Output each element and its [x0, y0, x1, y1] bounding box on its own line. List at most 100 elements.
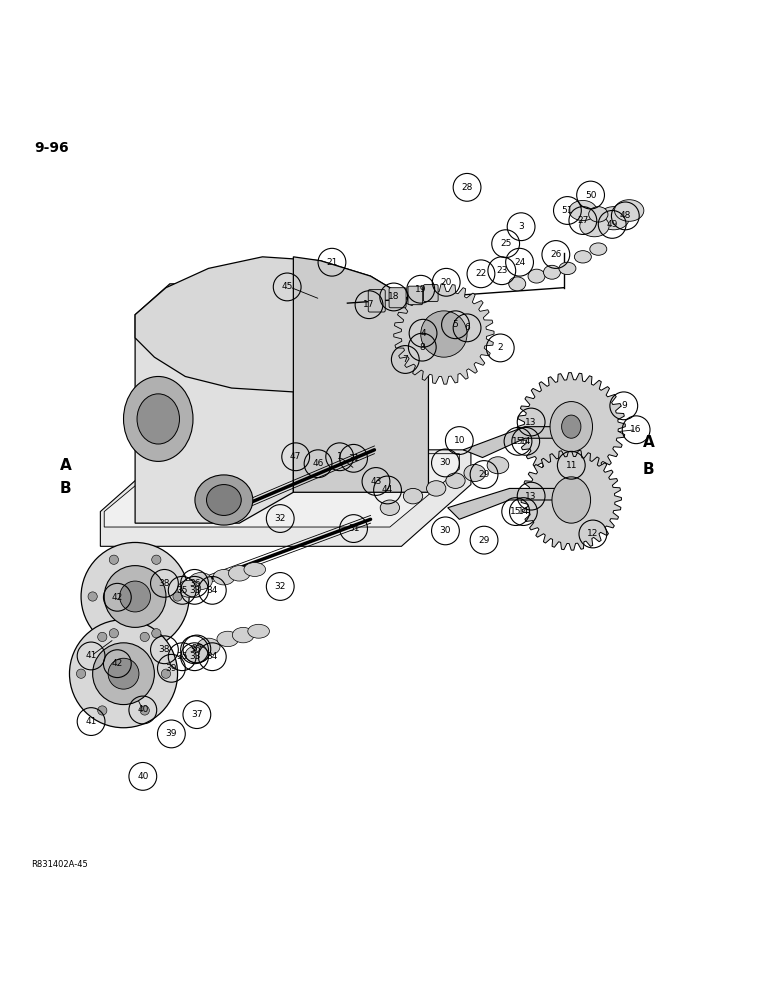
Circle shape [140, 632, 149, 642]
Circle shape [76, 669, 86, 678]
Text: A: A [59, 458, 72, 473]
Text: 23: 23 [496, 266, 507, 275]
Text: 30: 30 [440, 526, 451, 535]
Text: 9-96: 9-96 [35, 141, 69, 155]
Text: 36: 36 [189, 579, 200, 588]
Polygon shape [394, 284, 494, 384]
Text: 22: 22 [476, 269, 486, 278]
Text: 13: 13 [526, 418, 537, 427]
Ellipse shape [574, 251, 591, 263]
Ellipse shape [213, 569, 235, 585]
Text: 15: 15 [513, 437, 523, 446]
Text: 19: 19 [415, 285, 426, 294]
Text: 36: 36 [189, 645, 200, 654]
Text: 31: 31 [348, 454, 359, 463]
Ellipse shape [561, 415, 581, 438]
Ellipse shape [137, 394, 179, 444]
Circle shape [109, 555, 118, 564]
Ellipse shape [464, 464, 486, 481]
Circle shape [151, 555, 161, 564]
Text: 35: 35 [177, 652, 188, 661]
Ellipse shape [232, 627, 254, 643]
Text: 6: 6 [464, 323, 470, 332]
Text: 20: 20 [441, 278, 452, 287]
Text: 38: 38 [159, 579, 170, 588]
Text: 35: 35 [177, 586, 188, 595]
Text: 43: 43 [371, 477, 381, 486]
Text: 40: 40 [137, 705, 148, 714]
Text: 38: 38 [159, 645, 170, 654]
Ellipse shape [229, 566, 250, 581]
Circle shape [104, 566, 166, 627]
Text: 48: 48 [620, 211, 631, 220]
Text: 45: 45 [282, 282, 293, 291]
Circle shape [108, 658, 139, 689]
FancyBboxPatch shape [408, 286, 423, 305]
Text: 30: 30 [440, 458, 451, 467]
Polygon shape [293, 257, 428, 492]
Ellipse shape [178, 580, 201, 597]
Text: 17: 17 [364, 300, 374, 309]
Ellipse shape [248, 624, 269, 638]
Ellipse shape [206, 485, 241, 515]
Ellipse shape [189, 573, 212, 590]
FancyBboxPatch shape [389, 288, 406, 308]
Text: 29: 29 [479, 470, 489, 479]
Circle shape [81, 542, 189, 651]
FancyBboxPatch shape [368, 290, 385, 312]
Ellipse shape [426, 481, 445, 496]
Ellipse shape [244, 563, 266, 576]
Ellipse shape [569, 200, 597, 221]
Text: 16: 16 [631, 425, 642, 434]
Circle shape [97, 706, 107, 715]
Ellipse shape [445, 473, 465, 488]
Circle shape [173, 592, 182, 601]
Ellipse shape [509, 277, 526, 291]
Text: 31: 31 [348, 524, 359, 533]
Text: 12: 12 [587, 529, 598, 538]
Circle shape [88, 592, 97, 601]
Text: 2: 2 [497, 343, 503, 352]
Ellipse shape [550, 402, 592, 452]
Text: 42: 42 [112, 593, 123, 602]
Polygon shape [448, 488, 564, 519]
Text: 33: 33 [189, 586, 200, 595]
Ellipse shape [217, 631, 239, 647]
Text: 26: 26 [550, 250, 561, 259]
Text: 15: 15 [510, 507, 521, 516]
Circle shape [140, 706, 149, 715]
Ellipse shape [552, 477, 591, 523]
Polygon shape [135, 257, 428, 392]
Text: 27: 27 [577, 216, 588, 225]
Text: R831402A-45: R831402A-45 [31, 860, 88, 869]
Polygon shape [521, 450, 621, 550]
Text: 5: 5 [452, 320, 459, 329]
Circle shape [151, 629, 161, 638]
Text: 51: 51 [562, 206, 573, 215]
Ellipse shape [588, 207, 608, 222]
Text: 7: 7 [402, 355, 408, 364]
Text: 24: 24 [514, 258, 525, 267]
Ellipse shape [487, 457, 509, 474]
Text: 34: 34 [207, 652, 218, 661]
Text: 39: 39 [166, 729, 177, 738]
Text: 44: 44 [382, 485, 393, 494]
Polygon shape [517, 373, 625, 481]
Text: 1: 1 [337, 452, 343, 461]
Text: 46: 46 [313, 459, 323, 468]
Text: 4: 4 [420, 329, 426, 338]
Text: 32: 32 [275, 514, 286, 523]
Text: 37: 37 [191, 644, 202, 653]
Text: 10: 10 [454, 436, 465, 445]
Text: 29: 29 [479, 536, 489, 545]
Ellipse shape [380, 500, 400, 515]
FancyBboxPatch shape [423, 285, 438, 302]
Text: 40: 40 [137, 772, 148, 781]
Text: 33: 33 [189, 652, 200, 661]
Text: B: B [59, 481, 72, 496]
Text: 34: 34 [207, 586, 218, 595]
Text: A: A [642, 435, 655, 450]
Text: 8: 8 [419, 343, 425, 352]
Text: 14: 14 [520, 437, 531, 446]
Text: B: B [642, 462, 655, 477]
